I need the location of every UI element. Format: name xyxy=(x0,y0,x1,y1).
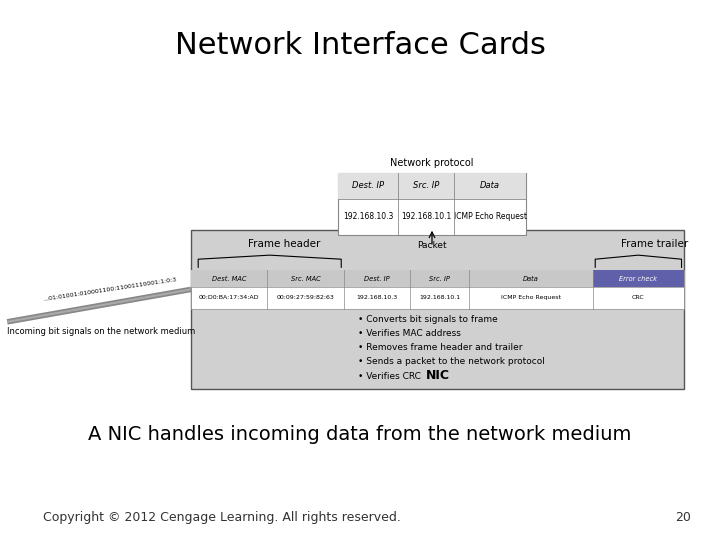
Text: Src. MAC: Src. MAC xyxy=(291,275,320,281)
FancyBboxPatch shape xyxy=(338,173,526,235)
Text: Copyright © 2012 Cengage Learning. All rights reserved.: Copyright © 2012 Cengage Learning. All r… xyxy=(43,511,401,524)
Text: 192.168.10.3: 192.168.10.3 xyxy=(343,212,394,221)
Text: Dest. IP: Dest. IP xyxy=(364,275,390,281)
Text: Incoming bit signals on the network medium: Incoming bit signals on the network medi… xyxy=(7,327,195,336)
Text: • Converts bit signals to frame: • Converts bit signals to frame xyxy=(359,315,498,325)
Text: 192.168.10.1: 192.168.10.1 xyxy=(401,212,451,221)
Text: 00:D0:BA:17:34:AD: 00:D0:BA:17:34:AD xyxy=(199,295,259,300)
FancyBboxPatch shape xyxy=(191,230,684,389)
Text: A NIC handles incoming data from the network medium: A NIC handles incoming data from the net… xyxy=(89,425,631,444)
Text: Packet: Packet xyxy=(417,241,447,251)
Text: • Verifies CRC: • Verifies CRC xyxy=(359,372,421,381)
Text: Data: Data xyxy=(523,275,539,281)
Text: • Removes frame header and trailer: • Removes frame header and trailer xyxy=(359,343,523,353)
FancyBboxPatch shape xyxy=(191,270,593,287)
Text: NIC: NIC xyxy=(426,369,449,382)
FancyBboxPatch shape xyxy=(593,270,684,287)
Text: Frame header: Frame header xyxy=(248,239,320,249)
Text: 192.168.10.3: 192.168.10.3 xyxy=(356,295,397,300)
FancyBboxPatch shape xyxy=(191,270,684,309)
Text: • Verifies MAC address: • Verifies MAC address xyxy=(359,329,462,339)
Text: Network protocol: Network protocol xyxy=(390,158,474,168)
Text: ICMP Echo Request: ICMP Echo Request xyxy=(454,212,526,221)
Text: Network Interface Cards: Network Interface Cards xyxy=(174,31,546,60)
Text: Dest. MAC: Dest. MAC xyxy=(212,275,246,281)
Text: • Sends a packet to the network protocol: • Sends a packet to the network protocol xyxy=(359,357,545,367)
Text: 20: 20 xyxy=(675,511,691,524)
Text: Data: Data xyxy=(480,181,500,190)
Text: ICMP Echo Request: ICMP Echo Request xyxy=(501,295,561,300)
Text: Src. IP: Src. IP xyxy=(429,275,450,281)
Text: 192.168.10.1: 192.168.10.1 xyxy=(419,295,460,300)
Text: 00:09:27:59:82:63: 00:09:27:59:82:63 xyxy=(276,295,334,300)
FancyBboxPatch shape xyxy=(338,173,526,199)
Text: Error check: Error check xyxy=(619,275,657,281)
Text: Frame trailer: Frame trailer xyxy=(621,239,688,249)
Text: ...01:01001:010001100:11001110001:1:0:3: ...01:01001:010001100:11001110001:1:0:3 xyxy=(43,277,178,302)
Text: CRC: CRC xyxy=(632,295,644,300)
Text: Dest. IP: Dest. IP xyxy=(352,181,384,190)
Text: Src. IP: Src. IP xyxy=(413,181,439,190)
